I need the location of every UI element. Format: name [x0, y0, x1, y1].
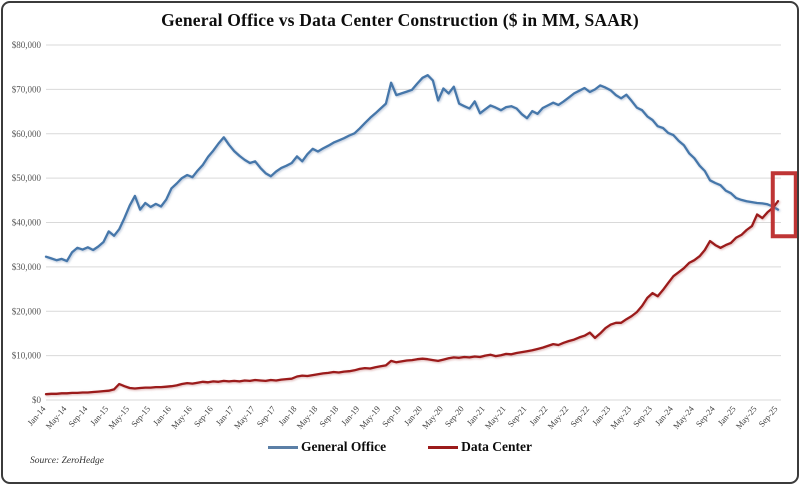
chart-title: General Office vs Data Center Constructi… — [161, 10, 639, 30]
y-axis-tick-label: $70,000 — [12, 84, 42, 94]
x-axis-tick-label: Sep-24 — [694, 403, 718, 428]
x-axis-tick-label: Sep-14 — [66, 403, 90, 428]
crossover-highlight-box — [770, 171, 797, 239]
x-axis-tick-label: May-16 — [169, 404, 194, 431]
x-axis-tick-label: May-23 — [608, 404, 633, 431]
chart-plot-area: $0 $10,000 $20,000 $30,000 $40,000 $50,000 $60… — [12, 40, 797, 431]
y-axis-tick-label: $80,000 — [12, 40, 42, 50]
x-axis-tick-label: Sep-22 — [568, 404, 591, 429]
x-axis-tick-label: Sep-21 — [505, 404, 528, 429]
x-axis-tick-label: May-20 — [420, 404, 445, 431]
y-axis-tick-label: $30,000 — [12, 262, 42, 272]
legend-label: General Office — [301, 439, 387, 454]
x-axis-tick-label: May-18 — [294, 404, 319, 431]
x-axis-tick-label: May-22 — [545, 404, 570, 431]
y-axis-tick-label: $10,000 — [12, 351, 42, 361]
y-axis-tick-label: $40,000 — [12, 218, 42, 228]
data-center-line — [44, 200, 780, 396]
legend-item-data-center: Data Center — [428, 439, 532, 455]
legend-item-general-office: General Office — [268, 439, 386, 455]
x-axis-tick-label: Sep-20 — [443, 404, 466, 429]
x-axis-tick-label: Sep-15 — [129, 404, 152, 429]
x-axis-tick-label: May-14 — [43, 403, 68, 431]
y-axis-tick-label: $20,000 — [12, 306, 42, 316]
legend: General Office Data Center — [3, 439, 797, 455]
x-axis-tick-label: Sep-25 — [756, 404, 779, 429]
x-axis-tick-label: May-21 — [483, 404, 508, 431]
x-axis-tick-label: May-15 — [106, 404, 131, 431]
x-axis-tick-label: Sep-19 — [380, 404, 403, 429]
x-axis-tick-label: May-24 — [671, 403, 696, 431]
general-office-line — [44, 74, 780, 263]
x-axis-tick-label: May-17 — [232, 404, 257, 431]
legend-label: Data Center — [461, 439, 532, 454]
x-axis-tick-label: Sep-18 — [317, 404, 340, 429]
x-axis-tick-label: Sep-17 — [254, 404, 277, 429]
data-center-line-swatch-icon — [428, 445, 459, 449]
general-office-line-swatch-icon — [268, 445, 299, 449]
x-axis-tick-label: May-25 — [734, 404, 759, 431]
y-axis-tick-label: $50,000 — [12, 173, 42, 183]
source-attribution: Source: ZeroHedge — [30, 456, 104, 466]
x-axis-tick-label: Sep-23 — [631, 404, 654, 429]
y-axis-tick-label: $60,000 — [12, 129, 42, 139]
x-axis-tick-label: Sep-16 — [192, 404, 215, 429]
y-axis-tick-label: $0 — [32, 395, 42, 405]
x-axis-tick-label: May-19 — [357, 404, 382, 431]
